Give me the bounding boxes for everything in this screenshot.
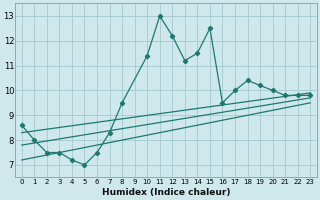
- X-axis label: Humidex (Indice chaleur): Humidex (Indice chaleur): [102, 188, 230, 197]
